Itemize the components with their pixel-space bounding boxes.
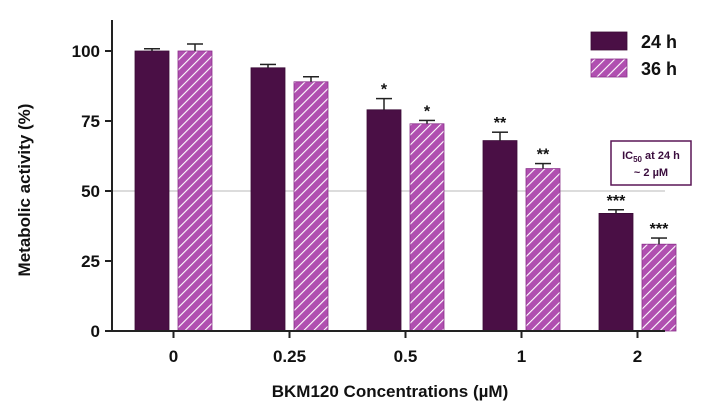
annotation-line-1: IC50 at 24 h bbox=[622, 150, 680, 164]
bar bbox=[134, 50, 170, 332]
significance-label: * bbox=[424, 103, 431, 120]
x-axis-title: BKM120 Concentrations (µM) bbox=[272, 382, 508, 401]
significance-label: *** bbox=[650, 221, 669, 238]
x-tick-label: 0.5 bbox=[394, 347, 418, 366]
y-tick-label: 75 bbox=[81, 112, 100, 131]
bar bbox=[641, 243, 677, 332]
legend-swatch bbox=[590, 58, 628, 78]
y-tick-label: 0 bbox=[91, 322, 100, 341]
y-tick-label: 50 bbox=[81, 182, 100, 201]
legend-swatch bbox=[590, 31, 628, 51]
bar bbox=[482, 140, 518, 332]
bar bbox=[525, 168, 561, 332]
significance-label: *** bbox=[607, 193, 626, 210]
annotation-box bbox=[610, 140, 692, 186]
ic50-annotation: IC50 at 24 h ~ 2 µM bbox=[610, 140, 692, 186]
x-tick-label: 0 bbox=[169, 347, 178, 366]
bar bbox=[598, 212, 634, 332]
x-tick-label: 0.25 bbox=[273, 347, 306, 366]
bar bbox=[250, 67, 286, 332]
y-tick-label: 25 bbox=[81, 252, 100, 271]
bar bbox=[366, 109, 402, 332]
significance-label: ** bbox=[537, 147, 550, 164]
significance-label: ** bbox=[494, 115, 507, 132]
annotation-line-2: ~ 2 µM bbox=[634, 167, 668, 179]
x-tick-label: 1 bbox=[517, 347, 526, 366]
legend-label: 36 h bbox=[641, 59, 677, 79]
bar bbox=[177, 50, 213, 332]
legend: 24 h 36 h bbox=[590, 31, 677, 79]
legend-label: 24 h bbox=[641, 32, 677, 52]
y-tick-label: 100 bbox=[72, 42, 100, 61]
significance-label: * bbox=[381, 82, 388, 99]
bar bbox=[409, 123, 445, 332]
bar bbox=[293, 81, 329, 332]
y-axis-title: Metabolic activity (%) bbox=[15, 104, 34, 277]
x-tick-label: 2 bbox=[633, 347, 642, 366]
